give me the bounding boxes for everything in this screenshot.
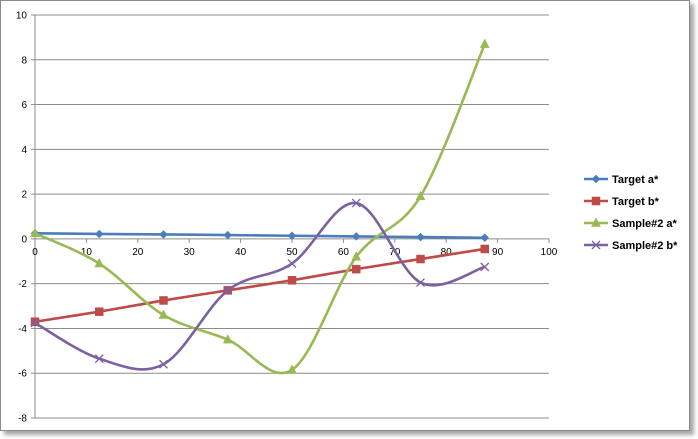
legend-marker <box>591 240 601 250</box>
y-tick-label: 4 <box>21 145 27 156</box>
data-point <box>94 354 104 364</box>
y-tick-label: -4 <box>18 324 27 335</box>
x-tick-label: 0 <box>32 247 38 258</box>
data-point <box>30 318 40 328</box>
data-point <box>480 262 490 272</box>
y-tick-label: 6 <box>21 100 27 111</box>
data-point <box>94 257 105 268</box>
data-point <box>416 254 425 264</box>
data-point <box>480 244 489 254</box>
data-point <box>479 38 490 48</box>
data-point <box>158 309 169 319</box>
x-tick-label: 60 <box>338 247 350 258</box>
data-point <box>287 364 297 374</box>
x-tick-label: 40 <box>235 247 247 258</box>
data-point <box>222 334 233 344</box>
data-point <box>351 251 362 261</box>
y-tick-label: -8 <box>18 414 27 425</box>
data-point <box>416 232 425 242</box>
series-line <box>34 247 485 324</box>
y-axis-ticks: -8 -6 -4 -2 0 2 4 6 8 10 <box>16 11 35 425</box>
legend-marker <box>591 217 601 227</box>
data-point <box>352 264 361 274</box>
data-point <box>159 230 168 239</box>
legend-label: Sample#2 a* <box>612 218 678 230</box>
data-point <box>94 229 104 239</box>
series-sample-2-a <box>30 38 490 375</box>
legend-marker <box>591 174 601 184</box>
legend-item-sample-2-a: Sample#2 a* <box>584 217 678 230</box>
data-point <box>287 259 297 268</box>
x-tick-label: 20 <box>132 247 144 258</box>
legend: Target a* Target b* Sample#2 a* Sample#2 b* <box>584 174 678 252</box>
legend-label: Target b* <box>612 196 660 208</box>
x-tick-label: 50 <box>286 247 298 258</box>
series-line <box>34 201 486 371</box>
data-point <box>223 285 233 295</box>
x-tick-label: 10 <box>81 247 93 258</box>
legend-label: Sample#2 b* <box>612 240 678 252</box>
data-point <box>415 190 426 201</box>
series-group <box>30 38 490 375</box>
x-axis-ticks: 0 10 20 30 40 50 60 70 80 90 100 <box>32 238 558 258</box>
y-tick-label: 10 <box>16 11 28 22</box>
series-target-b <box>30 244 489 326</box>
series-target-a <box>30 228 490 243</box>
x-tick-label: 90 <box>492 247 504 258</box>
x-tick-label: 100 <box>541 247 558 258</box>
data-point <box>30 317 40 326</box>
data-point <box>30 227 40 238</box>
gridlines <box>35 14 549 419</box>
data-point <box>480 233 490 243</box>
chart-frame <box>0 0 690 431</box>
series-line <box>34 231 485 240</box>
y-tick-label: -6 <box>18 369 27 380</box>
data-point <box>416 278 425 288</box>
series-sample-2-b <box>30 198 490 371</box>
data-point <box>351 198 361 208</box>
y-tick-label: -2 <box>18 279 27 290</box>
data-point <box>159 359 168 369</box>
legend-item-sample-2-b: Sample#2 b* <box>584 240 678 252</box>
legend-item-target-a: Target a* <box>584 174 659 186</box>
legend-label: Target a* <box>612 174 659 186</box>
data-point <box>159 296 168 305</box>
x-tick-label: 80 <box>441 247 453 258</box>
legend-item-target-b: Target b* <box>584 196 660 208</box>
x-tick-label: 30 <box>184 247 196 258</box>
legend-marker <box>591 196 601 206</box>
y-tick-label: 2 <box>21 190 27 201</box>
y-tick-label: 8 <box>21 55 27 66</box>
data-point <box>223 230 233 240</box>
data-point <box>287 276 297 285</box>
y-tick-label: 0 <box>21 234 27 245</box>
data-point <box>351 232 361 241</box>
series-line <box>34 43 486 375</box>
data-point <box>287 231 297 241</box>
data-point <box>95 307 104 316</box>
